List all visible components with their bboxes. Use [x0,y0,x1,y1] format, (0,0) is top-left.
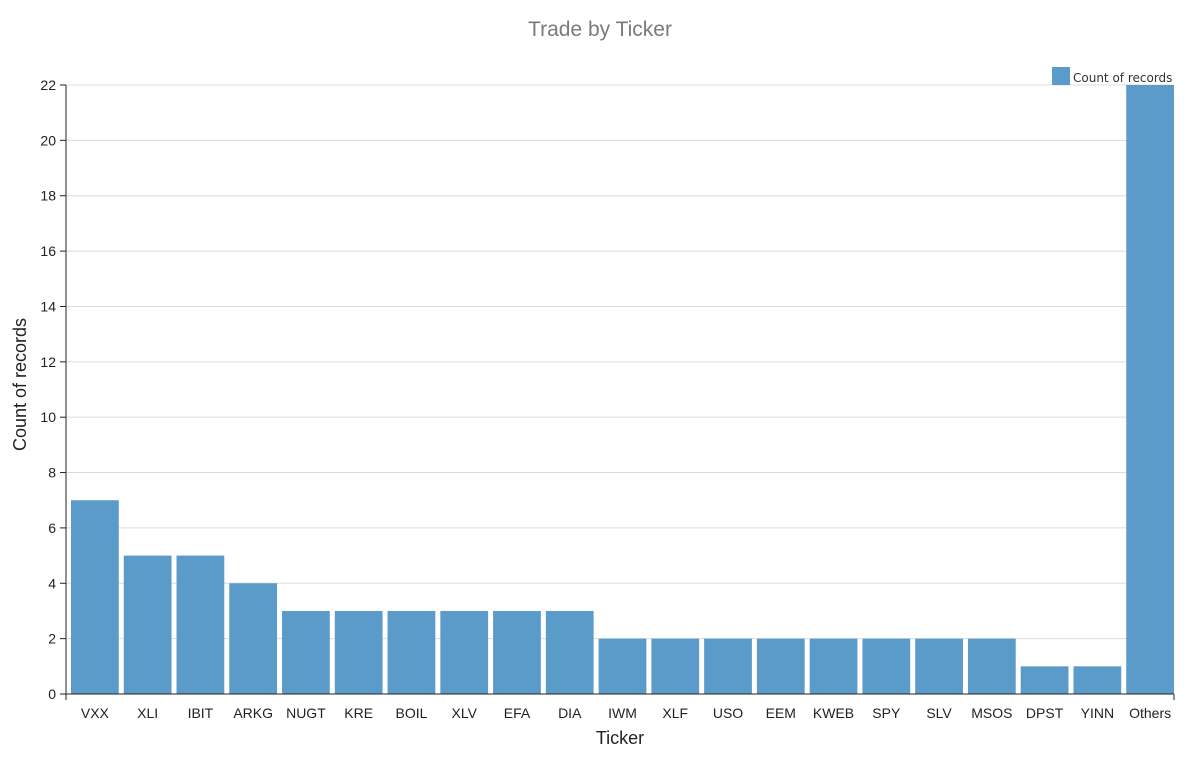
y-tick-label: 14 [40,298,56,314]
x-tick-label: DPST [1026,705,1064,721]
x-tick-label: SPY [872,705,901,721]
x-axis-label: Ticker [596,728,644,748]
bar-efa[interactable] [493,610,541,694]
y-tick-label: 2 [48,631,56,647]
bar-vxx[interactable] [71,500,119,694]
bar-dpst[interactable] [1020,666,1069,694]
bar-yinn[interactable] [1073,666,1122,694]
legend-label: Count of records [1073,71,1172,85]
bar-xli[interactable] [123,555,172,694]
bar-iwm[interactable] [598,638,647,694]
x-tick-label: SLV [926,705,952,721]
x-tick-label: XLF [662,705,688,721]
bar-msos[interactable] [967,638,1016,694]
y-tick-label: 0 [48,686,56,702]
x-tick-label: DIA [558,705,582,721]
legend[interactable]: Count of records [1052,67,1172,85]
x-tick-label: MSOS [971,705,1012,721]
x-tick-label: EFA [504,705,531,721]
x-tick-label: VXX [81,705,110,721]
bar-dia[interactable] [545,610,594,694]
bar-ibit[interactable] [176,555,225,694]
x-tick-label: XLV [451,705,477,721]
bar-kweb[interactable] [809,638,858,694]
y-tick-label: 20 [40,132,56,148]
x-tick-label: KWEB [813,705,854,721]
x-tick-label: EEM [766,705,796,721]
x-tick-label: ARKG [233,705,273,721]
y-tick-label: 10 [40,409,56,425]
y-tick-label: 18 [40,188,56,204]
x-tick-label: KRE [344,705,373,721]
bar-boil[interactable] [387,610,436,694]
bar-arkg[interactable] [229,583,278,694]
bar-xlv[interactable] [440,610,489,694]
x-tick-label: YINN [1081,705,1114,721]
x-tick-label: XLI [137,705,158,721]
bar-kre[interactable] [334,610,383,694]
y-tick-label: 4 [48,575,56,591]
y-tick-label: 6 [48,520,56,536]
x-tick-label: IWM [608,705,637,721]
y-tick-label: 8 [48,465,56,481]
bar-spy[interactable] [862,638,911,694]
y-tick-label: 22 [40,77,56,93]
x-tick-label: Others [1129,705,1171,721]
bar-others[interactable] [1126,85,1174,694]
bar-uso[interactable] [704,638,752,694]
y-axis-label: Count of records [10,318,30,451]
chart-title: Trade by Ticker [528,18,672,41]
axes: 0 2 4 6 8 10 12 14 16 18 20 22 VXX XLI IBIT ARKG NUGT KRE… [40,77,1175,721]
x-tick-label: USO [713,705,743,721]
y-tick-label: 12 [40,354,56,370]
bar-xlf[interactable] [651,638,700,694]
x-tick-label: BOIL [395,705,427,721]
bar-nugt[interactable] [282,610,330,694]
bar-slv[interactable] [915,638,963,694]
bar-eem[interactable] [756,638,805,694]
grid-lines [66,84,1174,640]
x-tick-label: IBIT [188,705,214,721]
legend-swatch [1052,67,1070,85]
bars [71,85,1174,694]
y-tick-label: 16 [40,243,56,259]
x-tick-label: NUGT [286,705,326,721]
